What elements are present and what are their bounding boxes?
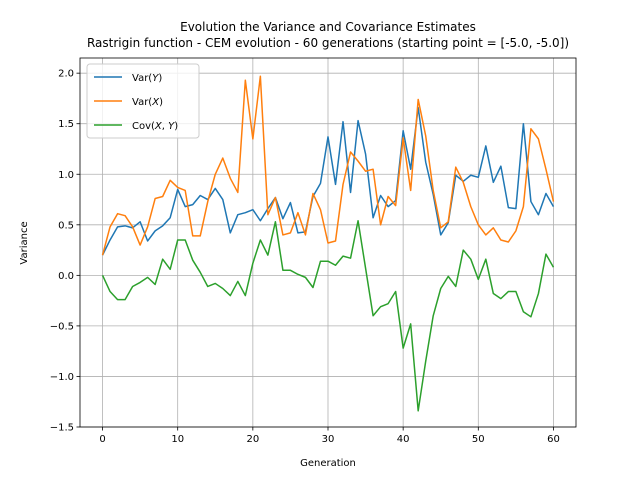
x-ticks: 0 10 20 30 40 50 60	[99, 427, 560, 445]
x-tick-label: 0	[99, 434, 105, 445]
chart-title: Evolution the Variance and Covariance Es…	[180, 20, 476, 34]
x-tick-label: 60	[547, 434, 560, 445]
legend-label-var-y: Var(Y)	[132, 73, 162, 84]
x-tick-label: 40	[397, 434, 410, 445]
cov-xy-line	[101, 220, 555, 412]
legend-label-cov-xy: Cov(X, Y)	[132, 121, 178, 132]
y-tick-label: 0.5	[58, 220, 74, 231]
y-tick-label: 1.5	[58, 119, 74, 130]
x-tick-label: 30	[322, 434, 335, 445]
y-tick-label: 0.0	[58, 271, 74, 282]
y-tick-label: 1.0	[58, 170, 74, 181]
y-tick-label: −0.5	[50, 321, 74, 332]
chart-subtitle: Rastrigin function - CEM evolution - 60 …	[87, 36, 569, 50]
y-tick-label: −1.0	[50, 372, 74, 383]
legend-box	[86, 63, 200, 139]
legend-label-var-x: Var(X)	[132, 97, 163, 108]
legend: Var(Y) Var(X) Cov(X, Y)	[86, 63, 200, 139]
x-axis-label: Generation	[300, 458, 356, 469]
x-tick-label: 50	[472, 434, 485, 445]
x-tick-label: 10	[171, 434, 184, 445]
y-ticks: −1.5 −1.0 −0.5 0.0 0.5 1.0 1.5 2.0	[50, 69, 80, 434]
y-tick-label: −1.5	[50, 423, 74, 434]
var-y-line	[101, 106, 555, 256]
var-x-line	[101, 75, 555, 256]
y-tick-label: 2.0	[58, 69, 74, 80]
series-lines	[101, 75, 555, 412]
x-tick-label: 20	[246, 434, 259, 445]
y-axis-label: Variance	[19, 221, 30, 264]
